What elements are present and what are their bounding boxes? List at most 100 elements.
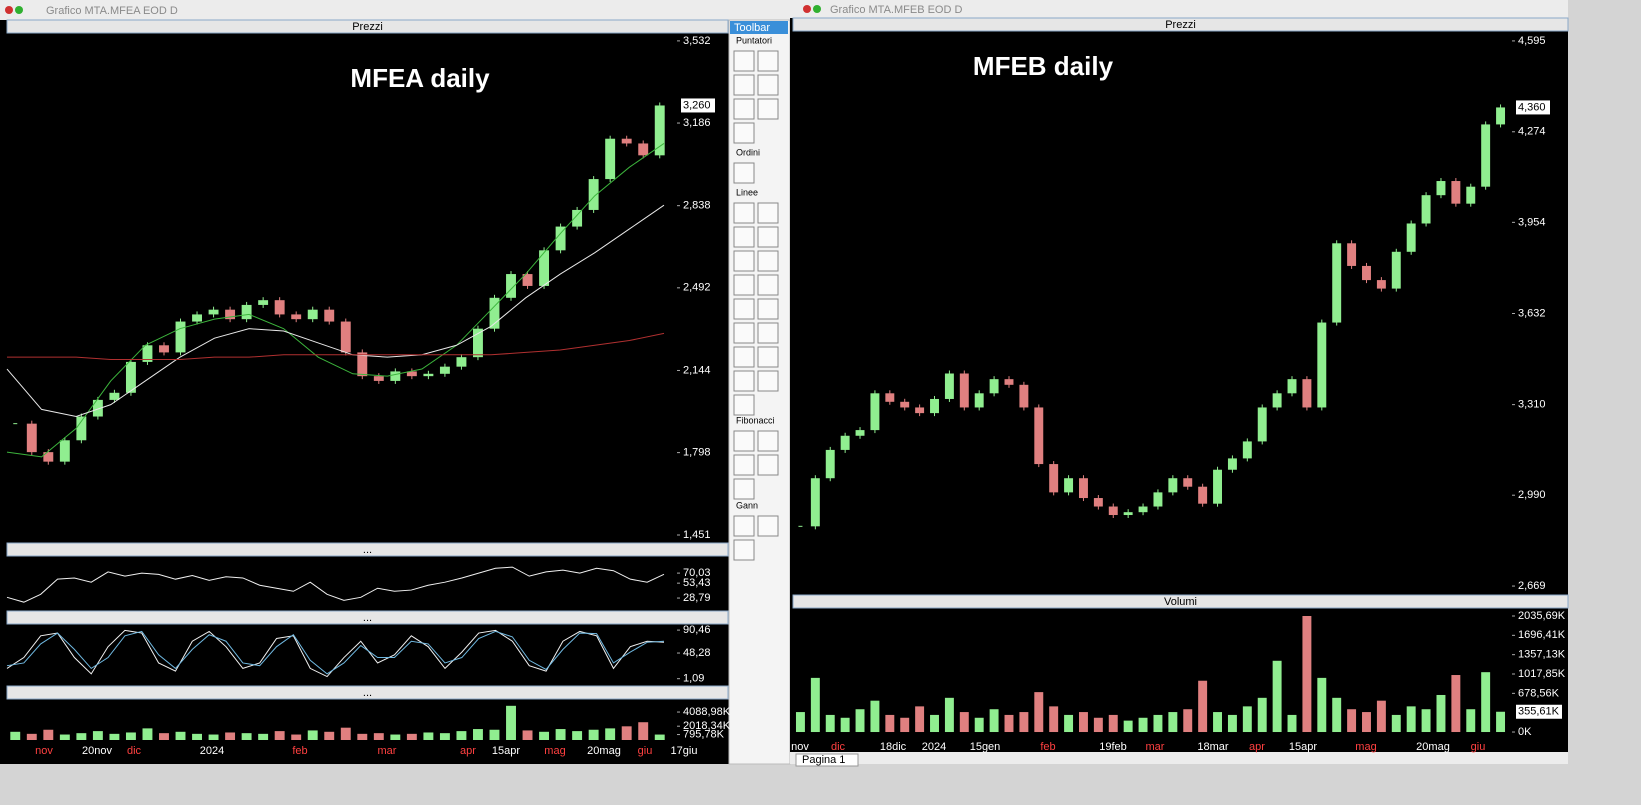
volume-bar — [1302, 615, 1312, 733]
toolbar-header — [730, 21, 788, 34]
x-tick-label: nov — [791, 741, 809, 753]
tool-button[interactable] — [733, 122, 755, 144]
tool-button[interactable] — [757, 346, 779, 368]
close-dot[interactable] — [803, 5, 811, 13]
tool-button[interactable] — [733, 322, 755, 344]
candle-body — [1481, 124, 1491, 187]
volume-bar — [1436, 694, 1446, 733]
tool-button[interactable] — [757, 274, 779, 296]
volume-bar — [900, 717, 910, 733]
volume-bar — [76, 733, 87, 740]
tool-button[interactable] — [733, 226, 755, 248]
candle-body — [307, 309, 318, 320]
x-tick-label: dic — [127, 745, 142, 757]
candle-body — [1034, 407, 1044, 465]
last-value-box — [1516, 100, 1550, 115]
volume-bar — [1108, 714, 1118, 733]
y-tick-label: 2,144 — [683, 364, 711, 376]
tool-button[interactable] — [757, 50, 779, 72]
tool-button[interactable] — [757, 430, 779, 452]
tool-button[interactable] — [757, 515, 779, 537]
candle-body — [915, 407, 925, 414]
tool-button[interactable] — [733, 454, 755, 476]
stochastic-line — [6, 630, 665, 675]
volume-bar — [1049, 706, 1059, 733]
x-tick-label: nov — [35, 745, 53, 757]
tool-button[interactable] — [733, 394, 755, 416]
max-dot[interactable] — [15, 6, 23, 14]
tool-button[interactable] — [757, 202, 779, 224]
tool-button[interactable] — [733, 298, 755, 320]
tool-button[interactable] — [733, 98, 755, 120]
close-dot[interactable] — [5, 6, 13, 14]
candle-body — [1019, 384, 1029, 408]
volume-bar — [588, 729, 599, 740]
tab[interactable] — [795, 753, 859, 767]
candle-body — [406, 371, 417, 377]
tool-button[interactable] — [733, 74, 755, 96]
tool-button[interactable] — [733, 202, 755, 224]
left-titlebar — [0, 0, 790, 20]
tool-button[interactable] — [757, 298, 779, 320]
volume-bar — [1138, 717, 1148, 733]
tool-button[interactable] — [733, 478, 755, 500]
tool-button[interactable] — [733, 539, 755, 561]
tool-button[interactable] — [757, 454, 779, 476]
tool-button[interactable] — [757, 98, 779, 120]
last-value-label: 4,360 — [1518, 101, 1546, 113]
max-dot[interactable] — [813, 5, 821, 13]
volume-bar — [1272, 660, 1282, 733]
tool-button[interactable] — [733, 515, 755, 537]
candle-body — [1347, 243, 1357, 266]
tool-button[interactable] — [733, 430, 755, 452]
x-tick-label: 19feb — [1099, 741, 1127, 753]
x-tick-label: giu — [638, 745, 653, 757]
volume-bar — [1198, 680, 1208, 733]
volume-bar — [390, 734, 401, 740]
tool-button[interactable] — [757, 226, 779, 248]
volume-bar — [208, 734, 219, 740]
y-tick-label: 2,990 — [1518, 489, 1546, 501]
y-tick-label: 4088,98K — [683, 706, 731, 718]
tool-button[interactable] — [733, 50, 755, 72]
y-tick-label: 2035,69K — [1518, 610, 1566, 622]
candle-body — [373, 376, 384, 381]
tool-button[interactable] — [733, 346, 755, 368]
moving-average — [7, 332, 665, 361]
y-tick-label: 53,43 — [683, 577, 711, 589]
candle-body — [989, 379, 999, 394]
panel-title: Volumi — [1164, 596, 1197, 608]
x-tick-label: 20mag — [587, 745, 621, 757]
tool-button[interactable] — [733, 274, 755, 296]
volume-bar — [944, 697, 954, 733]
candle-body — [825, 449, 835, 479]
candle-body — [192, 314, 202, 322]
tool-button[interactable] — [757, 250, 779, 272]
candle-body — [638, 143, 649, 156]
candle-body — [76, 416, 87, 441]
chart-label: MFEB daily — [973, 51, 1114, 81]
x-tick-label: apr — [460, 745, 476, 757]
volume-bar — [974, 717, 984, 733]
panel-header — [6, 685, 729, 700]
volume-bar — [258, 733, 269, 740]
y-tick-label: 4,595 — [1518, 35, 1546, 47]
x-tick-label: 15apr — [492, 745, 520, 757]
x-tick-label: 20mag — [1416, 741, 1450, 753]
tool-button[interactable] — [733, 250, 755, 272]
tool-button[interactable] — [757, 74, 779, 96]
y-tick-label: 1696,41K — [1518, 629, 1566, 641]
y-tick-label: 1,798 — [683, 447, 711, 459]
volume-bar — [1317, 677, 1327, 733]
volume-bar — [870, 700, 880, 733]
panel-title: ... — [363, 687, 372, 699]
tool-button[interactable] — [733, 162, 755, 184]
y-tick-label: 3,186 — [683, 117, 711, 129]
tool-button[interactable] — [757, 322, 779, 344]
volume-bar — [522, 730, 533, 740]
tool-button[interactable] — [757, 370, 779, 392]
volume-bar — [989, 709, 999, 733]
toolbar-section: Linee — [736, 187, 758, 197]
tab-label[interactable]: Pagina 1 — [802, 754, 845, 766]
tool-button[interactable] — [733, 370, 755, 392]
